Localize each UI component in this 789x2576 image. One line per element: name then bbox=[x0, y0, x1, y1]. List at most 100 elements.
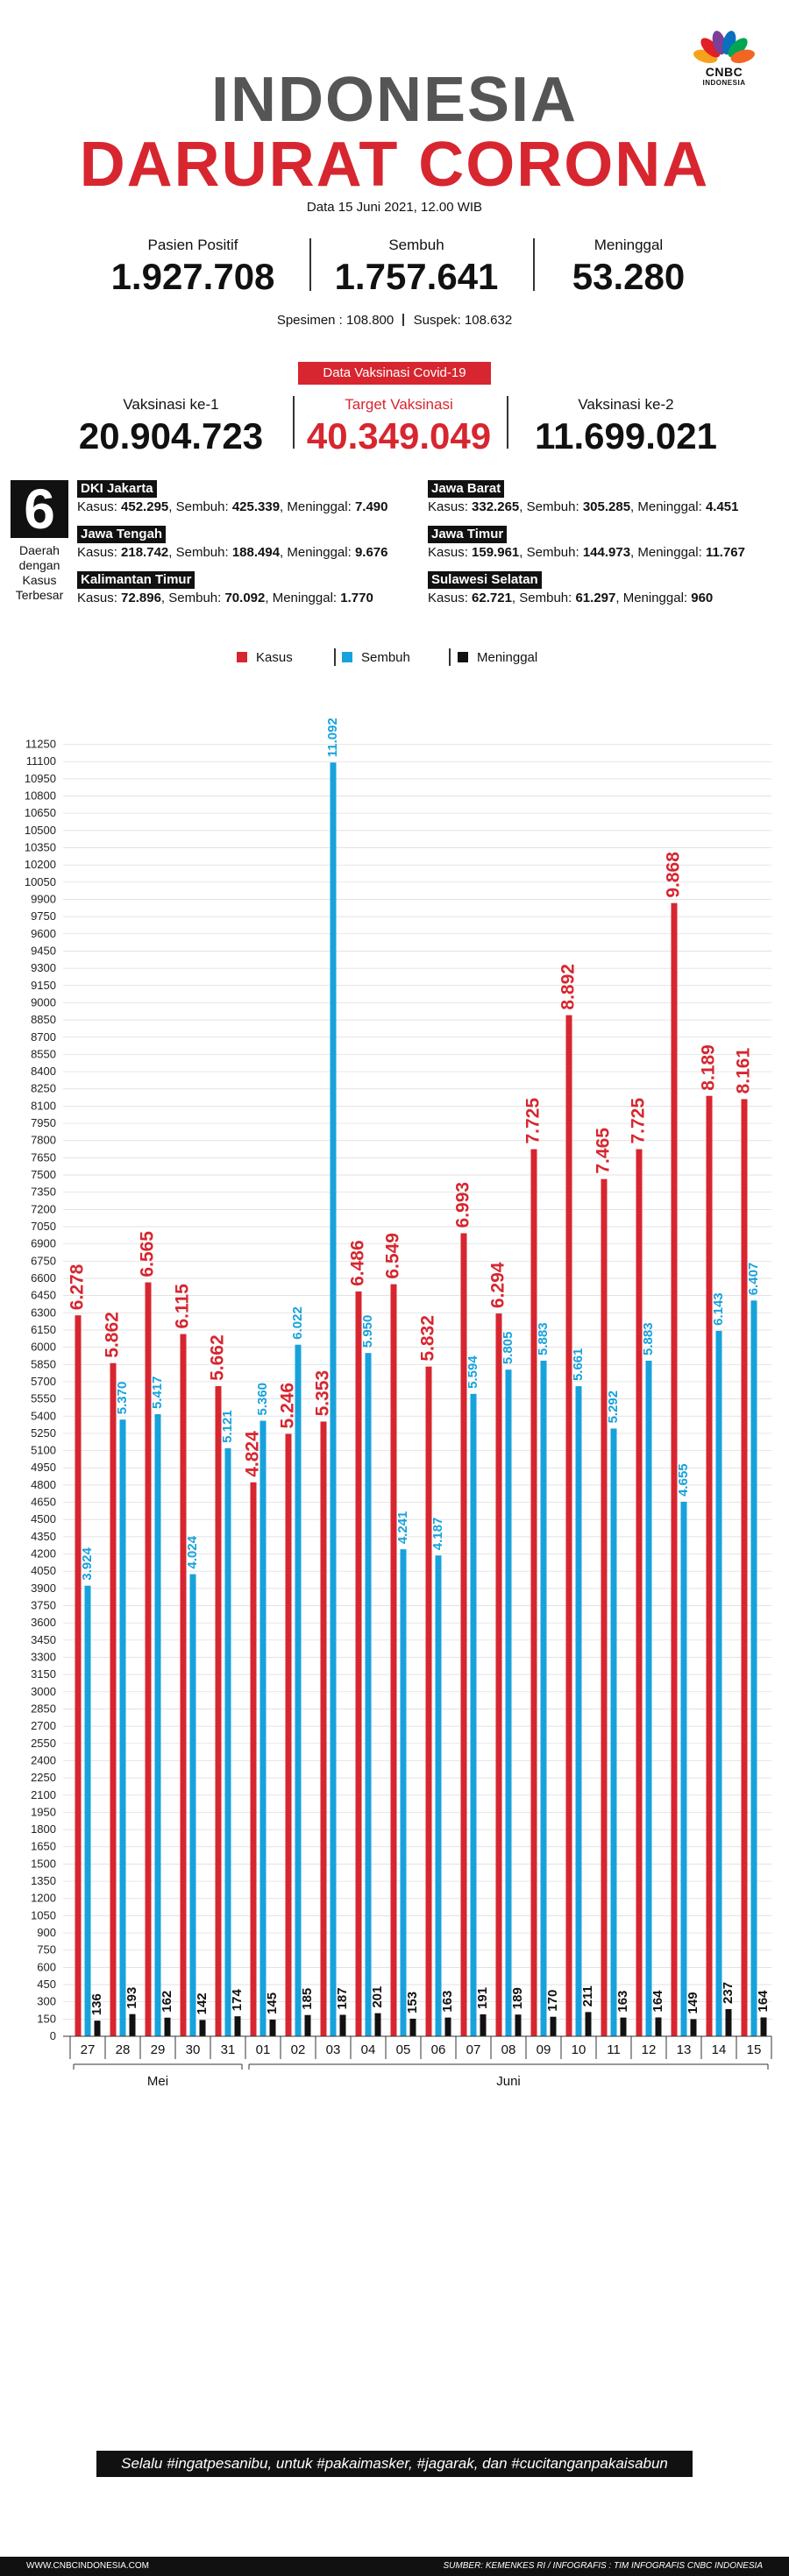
y-tick-label: 4650 bbox=[31, 1496, 56, 1509]
region-value: 425.339 bbox=[231, 499, 281, 514]
bar-meninggal bbox=[374, 2013, 381, 2036]
legend-swatch-kasus bbox=[237, 652, 247, 662]
vaksin-value-2: 11.699.021 bbox=[535, 415, 717, 456]
bar-meninggal bbox=[480, 2013, 487, 2036]
bar-kasus bbox=[75, 1315, 82, 2036]
y-tick-label: 4200 bbox=[31, 1547, 56, 1560]
region-stats: Kasus: 332.265, Sembuh: 305.285, Meningg… bbox=[428, 499, 738, 515]
bar-kasus bbox=[145, 1282, 152, 2036]
y-tick-label: 7950 bbox=[31, 1116, 56, 1129]
bar-kasus bbox=[355, 1291, 362, 2036]
region-value: 7.490 bbox=[354, 499, 388, 514]
y-tick-label: 9900 bbox=[31, 892, 56, 905]
bar-kasus bbox=[390, 1284, 397, 2036]
data-label-meninggal: 142 bbox=[195, 1992, 210, 2014]
data-label-meninggal: 153 bbox=[405, 1992, 420, 2013]
y-tick-label: 9450 bbox=[31, 944, 56, 957]
bar-sembuh bbox=[295, 1344, 302, 2036]
region-label: , Sembuh: bbox=[511, 591, 576, 605]
region-name: Jawa Tengah bbox=[77, 526, 167, 543]
y-tick-label: 3900 bbox=[31, 1582, 56, 1595]
footer-bar: WWW.CNBCINDONESIA.COM SUMBER: KEMENKES R… bbox=[0, 2557, 789, 2576]
data-label-kasus: 7.725 bbox=[523, 1098, 544, 1144]
data-label-meninggal: 193 bbox=[124, 1987, 139, 2009]
bar-kasus bbox=[741, 1099, 748, 2036]
peacock-feather bbox=[700, 38, 721, 58]
logo-sub: INDONESIA bbox=[702, 79, 746, 87]
vaksinasi-badge: Data Vaksinasi Covid-19 bbox=[298, 362, 491, 385]
y-tick-label: 3600 bbox=[31, 1616, 56, 1629]
spesimen-count: Spesimen : 108.800 bbox=[276, 313, 394, 328]
data-label-kasus: 6.565 bbox=[138, 1231, 158, 1277]
region-label: , Sembuh: bbox=[519, 499, 583, 514]
bar-meninggal bbox=[164, 2017, 171, 2036]
x-tick-label: 09 bbox=[537, 2042, 551, 2057]
region-value: 188.494 bbox=[231, 545, 281, 560]
y-tick-label: 4350 bbox=[31, 1530, 56, 1543]
x-tick-label: 01 bbox=[256, 2042, 271, 2057]
data-label-meninggal: 145 bbox=[265, 1992, 280, 2014]
x-tick-label: 30 bbox=[186, 2042, 201, 2057]
bar-kasus bbox=[636, 1149, 643, 2036]
data-label-kasus: 6.549 bbox=[383, 1233, 403, 1279]
data-label-meninggal: 162 bbox=[160, 1991, 174, 2013]
x-tick-label: 07 bbox=[466, 2042, 481, 2057]
y-tick-label: 6450 bbox=[31, 1289, 56, 1302]
y-tick-label: 150 bbox=[37, 2012, 56, 2025]
bar-sembuh bbox=[540, 1360, 547, 2036]
data-label-kasus: 5.832 bbox=[418, 1315, 438, 1362]
bar-sembuh bbox=[680, 1501, 687, 2036]
bar-meninggal bbox=[585, 2012, 592, 2036]
y-tick-label: 300 bbox=[37, 1995, 56, 2008]
data-label-sembuh: 5.883 bbox=[536, 1322, 551, 1355]
region-value: 72.896 bbox=[121, 591, 161, 605]
page-title-line1: INDONESIA bbox=[210, 65, 579, 135]
cnbc-logo: CNBC INDONESIA bbox=[689, 26, 759, 88]
bar-kasus bbox=[320, 1421, 327, 2036]
region-value: 159.961 bbox=[472, 545, 520, 560]
y-tick-label: 3300 bbox=[31, 1650, 56, 1663]
bar-meninggal bbox=[620, 2017, 627, 2036]
y-tick-label: 3000 bbox=[31, 1685, 56, 1698]
y-tick-label: 2400 bbox=[31, 1753, 56, 1766]
region-stats: Kasus: 218.742, Sembuh: 188.494, Meningg… bbox=[77, 545, 387, 561]
region-value: 70.092 bbox=[224, 591, 266, 605]
stat-divider bbox=[533, 238, 535, 291]
data-label-kasus: 5.862 bbox=[103, 1312, 123, 1358]
y-tick-label: 8850 bbox=[31, 1013, 56, 1026]
bar-kasus bbox=[601, 1178, 608, 2036]
data-label-sembuh: 5.950 bbox=[360, 1315, 375, 1348]
y-tick-label: 6750 bbox=[31, 1254, 56, 1267]
data-label-meninggal: 164 bbox=[650, 1990, 665, 2013]
bar-kasus bbox=[110, 1362, 117, 2036]
region-value: 4.451 bbox=[705, 499, 739, 514]
bar-sembuh bbox=[505, 1369, 512, 2036]
bar-sembuh bbox=[119, 1419, 126, 2036]
region-stats: Kasus: 62.721, Sembuh: 61.297, Meninggal… bbox=[428, 591, 713, 606]
y-tick-label: 10800 bbox=[25, 789, 56, 803]
bar-kasus bbox=[460, 1233, 467, 2036]
region-label: , Meninggal: bbox=[265, 591, 341, 605]
y-tick-label: 9300 bbox=[31, 961, 56, 974]
legend-swatch-sembuh bbox=[342, 652, 352, 662]
bar-sembuh bbox=[259, 1420, 267, 2036]
data-label-meninggal: 201 bbox=[370, 1986, 385, 2008]
region-value: 61.297 bbox=[575, 591, 616, 605]
data-label-sembuh: 5.417 bbox=[150, 1376, 165, 1409]
stat-value-sembuh: 1.757.641 bbox=[334, 256, 499, 297]
footer-source: SUMBER: KEMENKES RI / INFOGRAFIS : TIM I… bbox=[443, 2561, 763, 2571]
y-tick-label: 4800 bbox=[31, 1478, 56, 1491]
stat-label-sembuh: Sembuh bbox=[388, 237, 444, 253]
vaksin-label-2: Vaksinasi ke-2 bbox=[578, 396, 674, 413]
region-name: Kalimantan Timur bbox=[77, 571, 195, 589]
specimen-divider bbox=[402, 314, 405, 326]
footer-website: WWW.CNBCINDONESIA.COM bbox=[26, 2561, 149, 2571]
bar-meninggal bbox=[129, 2013, 136, 2036]
y-tick-label: 7200 bbox=[31, 1202, 56, 1215]
x-tick-label: 06 bbox=[431, 2042, 446, 2057]
bar-kasus bbox=[215, 1385, 222, 2036]
y-tick-label: 9000 bbox=[31, 995, 56, 1008]
y-tick-label: 7800 bbox=[31, 1134, 56, 1147]
data-label-meninggal: 149 bbox=[686, 1992, 700, 2013]
data-date: Data 15 Juni 2021, 12.00 WIB bbox=[306, 200, 483, 215]
